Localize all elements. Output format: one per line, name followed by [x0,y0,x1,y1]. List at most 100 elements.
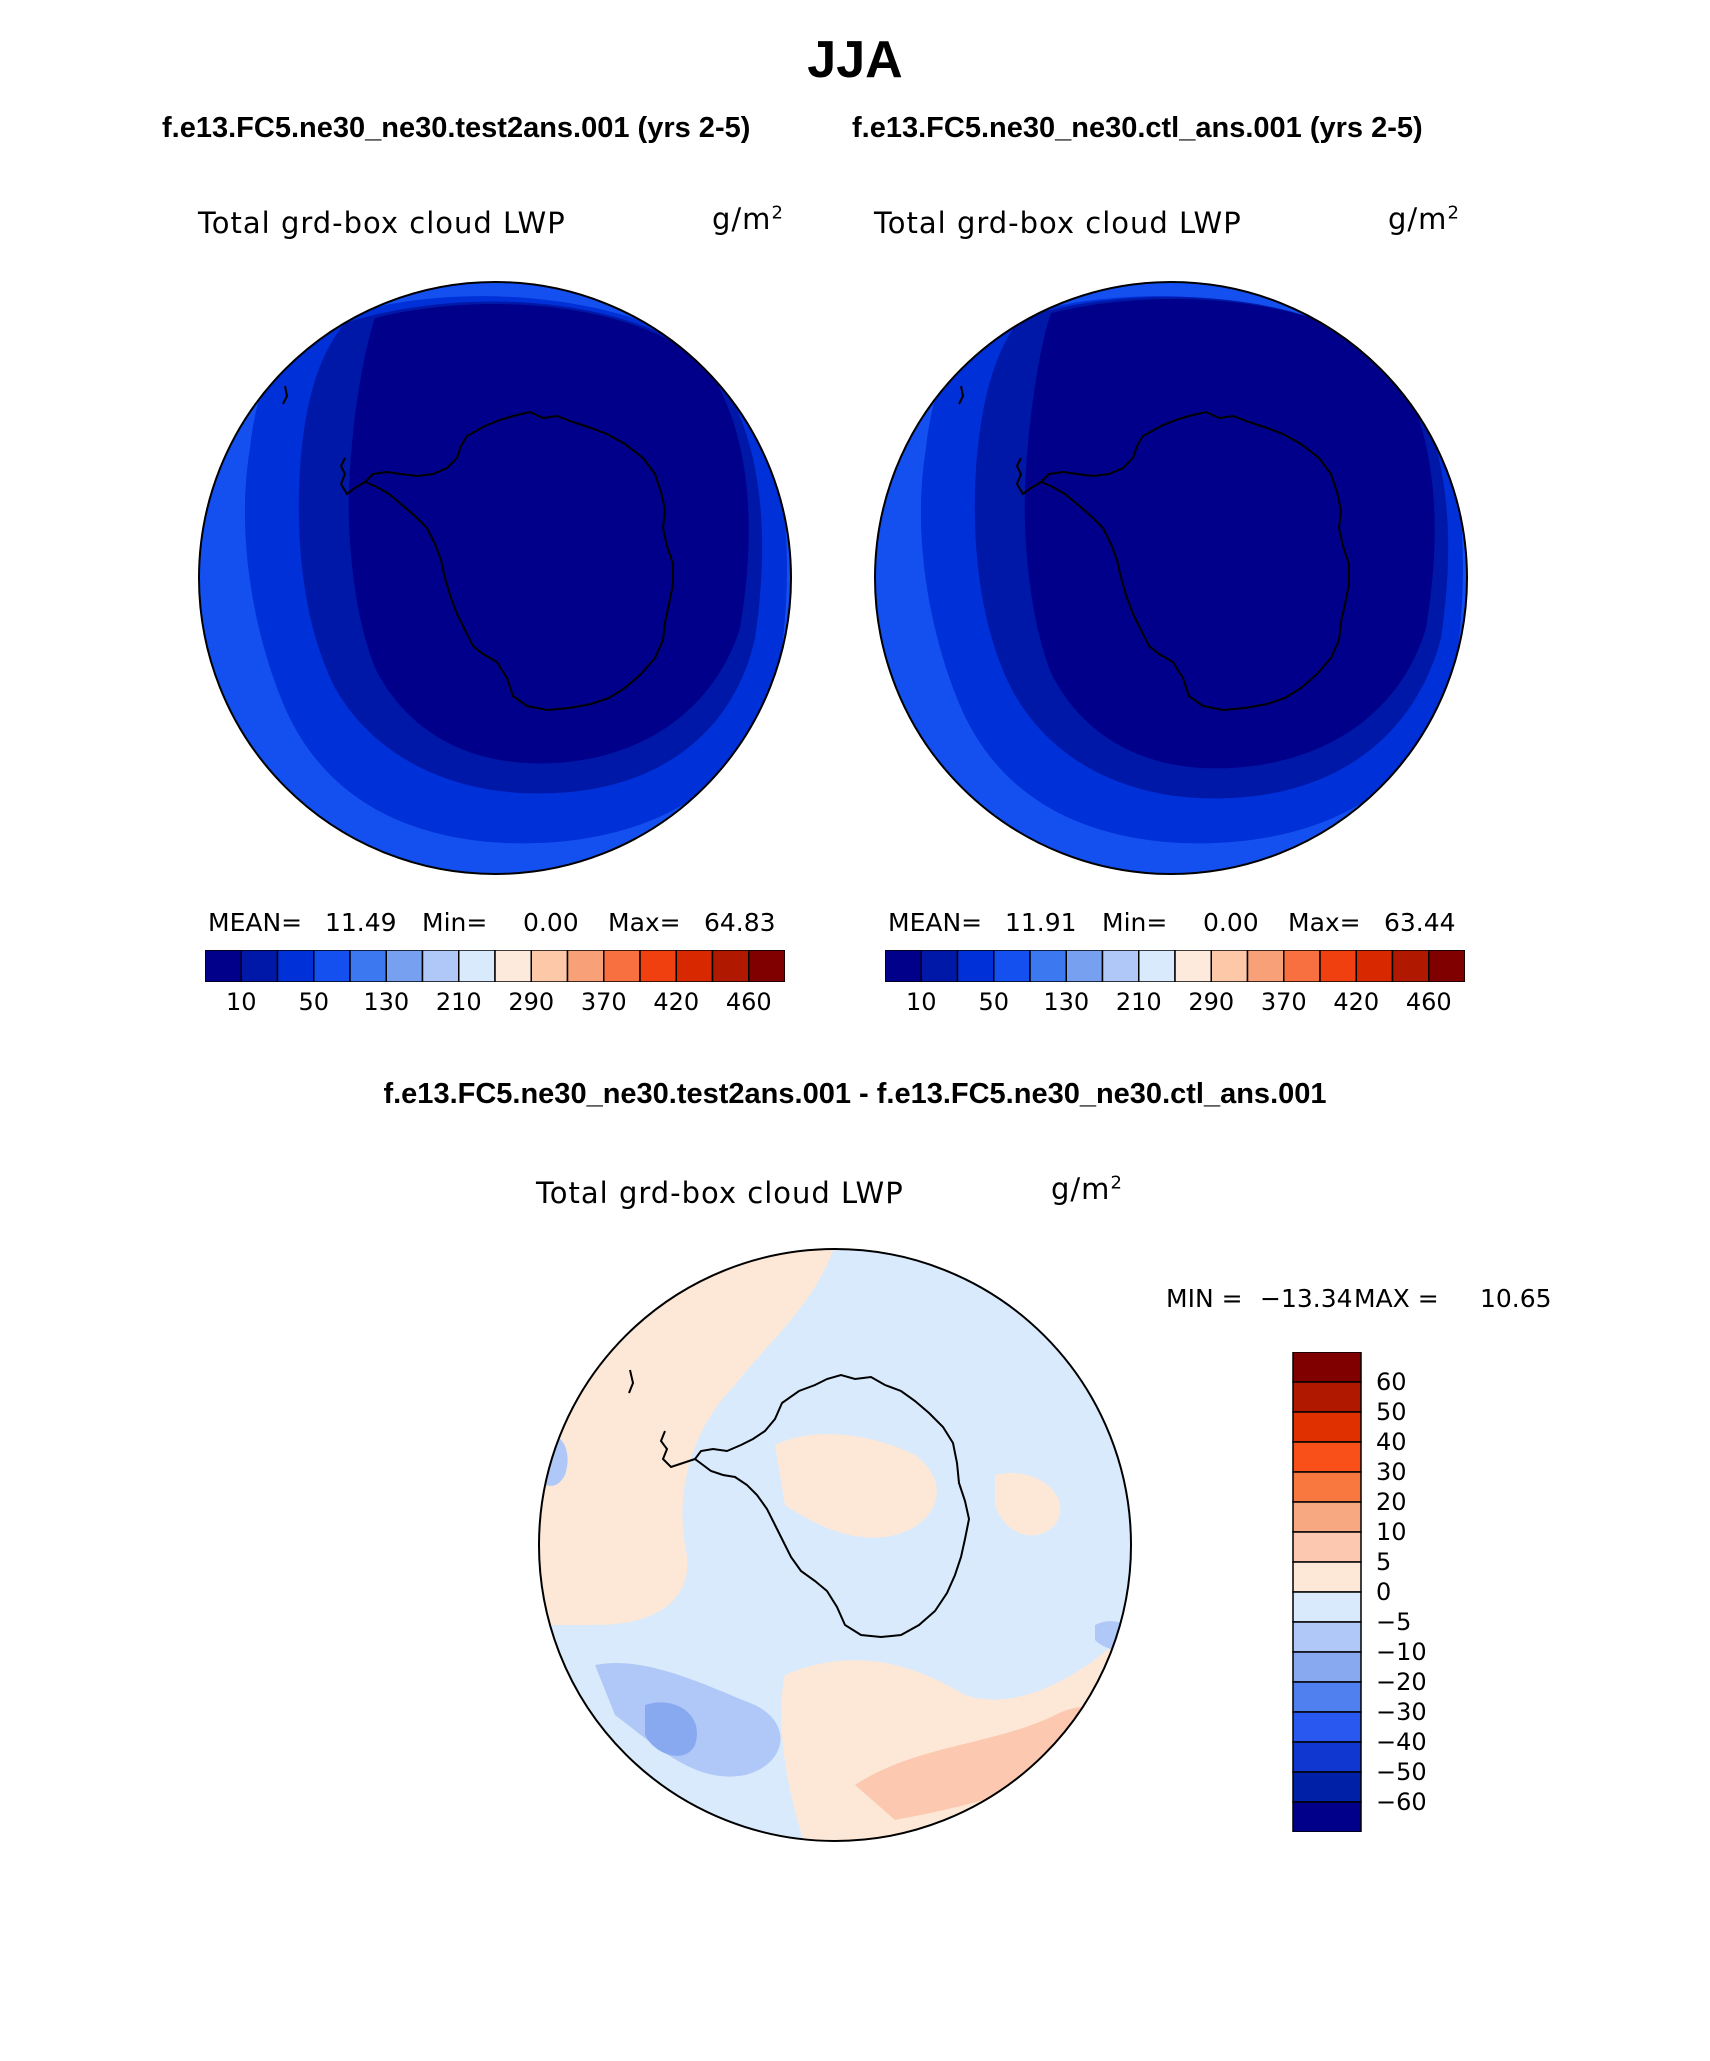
panel2-mean-label: MEAN= [888,908,983,937]
panel3-tick: −10 [1376,1638,1427,1666]
panel1-tick: 210 [435,988,482,1016]
panel3-region-positive-interior [775,1434,937,1538]
panel3-units: g/m2 [1051,1172,1123,1206]
panel3-map [538,1248,1132,1842]
panel3-tick: −50 [1376,1758,1427,1786]
panel3-antarctica-coast [693,1373,971,1639]
panel1-colorbar-box [240,950,279,982]
panel2-colorbar-box [885,950,922,982]
panel1-units: g/m2 [712,202,784,236]
page-title: JJA [807,31,903,89]
panel3-colorbar-ticks: 60 50 40 30 20 10 5 0 −5 −10 −20 −30 −40… [1376,1352,1476,1832]
panel1-colorbar-box [458,950,496,982]
panel2-tick: 210 [1115,988,1162,1016]
panel3-max-label: MAX = [1354,1284,1439,1313]
panel1-antarctica-coast [363,410,674,712]
panel3-colorbar-box [1292,1771,1362,1803]
panel1-max-label: Max= [608,908,681,937]
panel3-tick: −30 [1376,1698,1427,1726]
panel1-tick: 460 [725,988,772,1016]
panel2-islands [958,385,965,405]
panel2-colorbar-ticks: 10 50 130 210 290 370 420 460 [885,988,1465,1020]
panel1-title: Total grd-box cloud LWP [198,206,566,240]
panel3-tick: 20 [1376,1488,1407,1516]
panel2-units: g/m2 [1388,202,1460,236]
panel3-tick: −60 [1376,1788,1427,1816]
panel1-colorbar-box [205,950,242,982]
panel1-colorbar-box [385,950,424,982]
panel3-islands [628,1369,635,1394]
panel3-region-negative-strong [645,1702,697,1756]
panel3-tick: 0 [1376,1578,1392,1606]
panel3-colorbar-box [1292,1381,1362,1413]
panel2-colorbar-box [1174,950,1212,982]
panel1-mean-value: 11.49 [325,908,397,937]
panel3-colorbar-box [1292,1621,1362,1653]
panel3-colorbar-box [1292,1591,1362,1623]
panel1-colorbar-box [711,950,750,982]
panel3-colorbar-box [1292,1531,1362,1563]
panel1-colorbar [205,950,785,982]
panel2-mean-value: 11.91 [1005,908,1077,937]
panel2-colorbar-box [1246,950,1285,982]
panel2-colorbar-box [956,950,995,982]
panel1-peninsula [339,457,366,496]
panel2-min-label: Min= [1102,908,1168,937]
panel1-colorbar-box [349,950,387,982]
panel3-colorbar-box [1292,1441,1362,1473]
panel2-colorbar-box [1283,950,1321,982]
case-name-right: f.e13.FC5.ne30_ne30.ctl_ans.001 (yrs 2-5… [852,112,1423,144]
panel1-colorbar-box [639,950,677,982]
panel2-tick: 290 [1188,988,1235,1016]
panel2-colorbar-box [1391,950,1430,982]
panel2-tick: 460 [1405,988,1452,1016]
panel2-colorbar-box [1029,950,1067,982]
panel1-colorbar-box [494,950,532,982]
panel3-tick: 50 [1376,1398,1407,1426]
panel2-colorbar-box [1138,950,1176,982]
panel3-colorbar-box [1292,1741,1362,1773]
panel2-tick: 50 [978,988,1010,1016]
panel2-peninsula [1015,457,1042,496]
panel1-min-label: Min= [422,908,488,937]
panel3-tick: −5 [1376,1608,1412,1636]
panel2-map-border [874,281,1468,875]
panel2-colorbar-box [1101,950,1140,982]
panel2-region-core [1024,299,1435,769]
panel2-max-label: Max= [1288,908,1361,937]
panel3-tick: 10 [1376,1518,1407,1546]
panel3-region-positive-strong [855,1706,1103,1820]
panel1-colorbar-box [313,950,351,982]
panel1-colorbar-box [421,950,460,982]
panel2-colorbar-box [1355,950,1394,982]
panel1-tick: 130 [363,988,410,1016]
case-name-left: f.e13.FC5.ne30_ne30.test2ans.001 (yrs 2-… [162,112,751,144]
panel3-colorbar-box [1292,1651,1362,1683]
panel3-colorbar-box [1292,1471,1362,1503]
panel1-tick: 10 [225,988,257,1016]
panel3-region-positive-east [995,1473,1061,1536]
panel3-tick: 60 [1376,1368,1407,1396]
panel2-colorbar-box [1065,950,1104,982]
panel2-colorbar-box [1210,950,1249,982]
panel2-colorbar-box [1428,950,1465,982]
panel3-tick: 5 [1376,1548,1392,1576]
panel2-min-value: 0.00 [1203,908,1259,937]
panel1-colorbar-ticks: 10 50 130 210 290 370 420 460 [205,988,785,1020]
panel3-colorbar-box [1292,1681,1362,1713]
panel1-colorbar-box [566,950,605,982]
difference-title: f.e13.FC5.ne30_ne30.test2ans.001 - f.e13… [383,1078,1327,1110]
panel1-colorbar-box [530,950,569,982]
panel2-tick: 420 [1333,988,1380,1016]
panel2-tick: 370 [1260,988,1307,1016]
panel3-min-value: −13.34 [1260,1284,1353,1313]
panel3-colorbar-box [1292,1411,1362,1443]
panel1-map [198,281,792,875]
panel1-region-core [348,304,749,764]
panel1-tick: 370 [580,988,627,1016]
panel1-tick: 50 [298,988,330,1016]
panel3-peninsula [659,1430,696,1469]
panel3-colorbar-box [1292,1711,1362,1743]
panel1-islands [282,385,289,405]
panel1-colorbar-box [748,950,785,982]
